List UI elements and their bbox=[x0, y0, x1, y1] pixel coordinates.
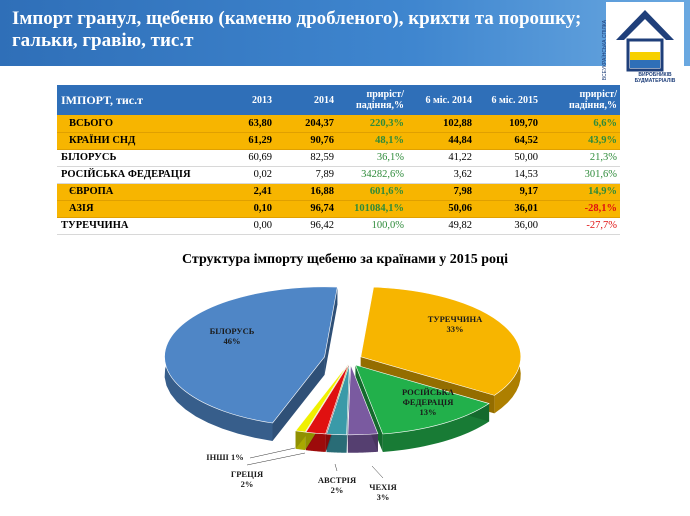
table-row: БІЛОРУСЬ 60,69 82,59 36,1% 41,22 50,00 21,3% bbox=[57, 149, 620, 167]
import-table: ІМПОРТ, тис.т 2013 2014 приріст/ падіння… bbox=[57, 85, 620, 235]
table-row: АЗІЯ 0,10 96,74 101084,1% 50,06 36,01 -28,1% bbox=[57, 200, 620, 218]
pie-slice-label: ІНШІ 1% bbox=[206, 452, 243, 462]
table-row: ЄВРОПА 2,41 16,88 601,6% 7,98 9,17 14,9% bbox=[57, 183, 620, 201]
table-cell: -27,7% bbox=[541, 217, 620, 235]
logo-text: ВИРОБНИКІВ БУДМАТЕРІАЛІВ bbox=[634, 72, 676, 84]
table-cell: 14,9% bbox=[541, 183, 620, 201]
table-cell: -28,1% bbox=[541, 200, 620, 218]
table-cell: 109,70 bbox=[475, 115, 541, 133]
table-cell: 601,6% bbox=[337, 183, 407, 201]
table-cell: 36,00 bbox=[475, 217, 541, 235]
pie-slice bbox=[305, 364, 349, 435]
table-cell: 43,9% bbox=[541, 132, 620, 150]
table-cell: 34282,6% bbox=[337, 166, 407, 184]
col-header-2013: 2013 bbox=[217, 85, 275, 115]
table-cell: 49,82 bbox=[407, 217, 475, 235]
chart-title: Структура імпорту щебеню за країнами у 2… bbox=[181, 252, 508, 267]
pie-slice-label: ГРЕЦІЯ 2% bbox=[231, 469, 263, 489]
title-banner: Імпорт гранул, щебеню (каменю дробленого… bbox=[0, 0, 690, 66]
table-row: ТУРЕЧЧИНА 0,00 96,42 100,0% 49,82 36,00 -27,7% bbox=[57, 217, 620, 235]
table-cell: 3,62 bbox=[407, 166, 475, 184]
pie-slice bbox=[326, 364, 350, 436]
pie-slice-side bbox=[347, 433, 378, 453]
pie-slice bbox=[347, 364, 379, 436]
table-cell: 101084,1% bbox=[337, 200, 407, 218]
leader-line bbox=[249, 447, 296, 459]
table-cell: 2,41 bbox=[217, 183, 275, 201]
col-header-change1: приріст/ падіння,% bbox=[337, 85, 407, 115]
table-cell: 204,37 bbox=[275, 115, 337, 133]
logo-side-text: ВСЕУКРАЇНСЬКА СПІЛКА bbox=[602, 20, 608, 81]
table-cell: 96,42 bbox=[275, 217, 337, 235]
table-cell: 7,89 bbox=[275, 166, 337, 184]
leader-line bbox=[371, 465, 384, 479]
row-label: КРАЇНИ СНД bbox=[57, 132, 217, 150]
col-header-2014: 2014 bbox=[275, 85, 337, 115]
table-cell: 96,74 bbox=[275, 200, 337, 218]
col-header-h2014: 6 міс. 2014 bbox=[407, 85, 475, 115]
row-label: РОСІЙСЬКА ФЕДЕРАЦІЯ bbox=[57, 166, 217, 184]
table-cell: 82,59 bbox=[275, 149, 337, 167]
table-cell: 90,76 bbox=[275, 132, 337, 150]
col-header-name: ІМПОРТ, тис.т bbox=[57, 85, 217, 115]
row-label: ТУРЕЧЧИНА bbox=[57, 217, 217, 235]
table-cell: 61,29 bbox=[217, 132, 275, 150]
row-label: ВСЬОГО bbox=[57, 115, 217, 133]
row-label: БІЛОРУСЬ bbox=[57, 149, 217, 167]
pie-slice-side bbox=[382, 403, 490, 452]
table-cell: 16,88 bbox=[275, 183, 337, 201]
table-cell: 7,98 bbox=[407, 183, 475, 201]
table-row: РОСІЙСЬКА ФЕДЕРАЦІЯ 0,02 7,89 34282,6% 3,62 1… bbox=[57, 166, 620, 184]
table-cell: 50,06 bbox=[407, 200, 475, 218]
table-cell: 64,52 bbox=[475, 132, 541, 150]
table-cell: 9,17 bbox=[475, 183, 541, 201]
pie-slice bbox=[164, 286, 338, 424]
table-cell: 63,80 bbox=[217, 115, 275, 133]
pie-slice-label: ТУРЕЧЧИНА 33% bbox=[428, 314, 483, 334]
table-row: ВСЬОГО 63,80 204,37 220,3% 102,88 109,70 6,6% bbox=[57, 115, 620, 133]
row-label: ЄВРОПА bbox=[57, 183, 217, 201]
pie-slice-side bbox=[326, 434, 347, 453]
table-cell: 48,1% bbox=[337, 132, 407, 150]
pie-slice-label: ЧЕХІЯ 3% bbox=[369, 482, 397, 502]
pie-slice-label: БІЛОРУСЬ 46% bbox=[210, 326, 255, 346]
table-cell: 102,88 bbox=[407, 115, 475, 133]
table-header-row: ІМПОРТ, тис.т 2013 2014 приріст/ падіння… bbox=[57, 85, 620, 115]
table-cell: 60,69 bbox=[217, 149, 275, 167]
table-cell: 50,00 bbox=[475, 149, 541, 167]
pie-chart: ТУРЕЧЧИНА 33% РОСІЙСЬКА ФЕДЕРАЦІЯ 13% ЧЕХІЯ 3%… bbox=[164, 286, 522, 502]
table-cell: 21,3% bbox=[541, 149, 620, 167]
table-cell: 100,0% bbox=[337, 217, 407, 235]
table-cell: 36,1% bbox=[337, 149, 407, 167]
table-cell: 6,6% bbox=[541, 115, 620, 133]
table-cell: 0,02 bbox=[217, 166, 275, 184]
page-title: Імпорт гранул, щебеню (каменю дробленого… bbox=[12, 8, 582, 51]
leader-line bbox=[246, 452, 306, 466]
table-cell: 14,53 bbox=[475, 166, 541, 184]
pie-slice bbox=[354, 364, 490, 435]
table-cell: 301,6% bbox=[541, 166, 620, 184]
pie-slice bbox=[360, 286, 522, 396]
table-cell: 220,3% bbox=[337, 115, 407, 133]
col-header-change2: приріст/ падіння,% bbox=[541, 85, 620, 115]
pie-slice-label: РОСІЙСЬКА ФЕДЕРАЦІЯ 13% bbox=[402, 387, 455, 417]
table-cell: 41,22 bbox=[407, 149, 475, 167]
house-logo-icon bbox=[606, 2, 684, 82]
pie-slice bbox=[295, 364, 348, 433]
table-row: КРАЇНИ СНД 61,29 90,76 48,1% 44,84 64,52 43,9% bbox=[57, 132, 620, 150]
row-label: АЗІЯ bbox=[57, 200, 217, 218]
table-cell: 0,10 bbox=[217, 200, 275, 218]
table-cell: 0,00 bbox=[217, 217, 275, 235]
leader-line bbox=[334, 463, 338, 472]
table-cell: 36,01 bbox=[475, 200, 541, 218]
pie-slice-label: АВСТРІЯ 2% bbox=[318, 475, 356, 495]
col-header-h2015: 6 міс. 2015 bbox=[475, 85, 541, 115]
pie-slice-edge bbox=[324, 287, 338, 375]
table-cell: 44,84 bbox=[407, 132, 475, 150]
pie-slice-edge bbox=[272, 356, 325, 442]
